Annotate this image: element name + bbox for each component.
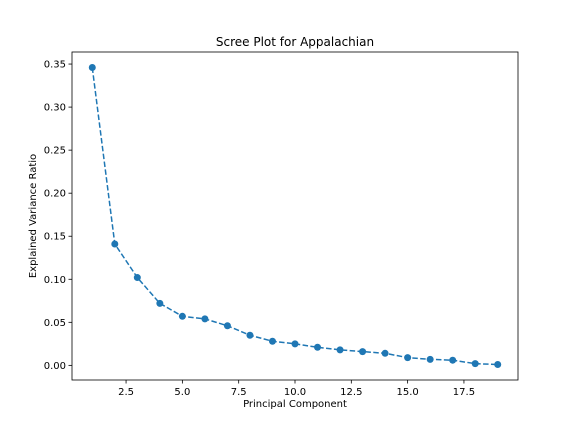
y-tick-label: 0.15 <box>44 232 66 243</box>
x-axis: 2.5 5.0 7.5 10.0 12.5 15.0 17.5 <box>118 380 475 398</box>
x-axis-label: Principal Component <box>243 399 347 410</box>
data-point <box>88 63 96 71</box>
x-tick-label: 15.0 <box>396 387 418 398</box>
data-point <box>201 315 209 323</box>
y-tick-label: 0.00 <box>44 361 66 372</box>
chart-title: Scree Plot for Appalachian <box>216 35 374 49</box>
x-tick-label: 7.5 <box>231 387 247 398</box>
data-point <box>178 312 186 320</box>
y-tick-label: 0.25 <box>44 146 66 157</box>
x-tick-label: 5.0 <box>174 387 190 398</box>
y-axis-label: Explained Variance Ratio <box>28 154 39 278</box>
data-point <box>314 343 322 351</box>
data-point <box>336 346 344 354</box>
x-tick-label: 10.0 <box>284 387 306 398</box>
data-point <box>268 337 276 345</box>
y-tick-label: 0.20 <box>44 189 66 200</box>
x-tick-label: 17.5 <box>453 387 475 398</box>
y-tick-label: 0.10 <box>44 275 66 286</box>
data-point <box>404 354 412 362</box>
data-point <box>494 361 502 369</box>
y-tick-label: 0.30 <box>44 103 66 114</box>
data-point <box>471 360 479 368</box>
data-point <box>156 299 164 307</box>
x-tick-label: 2.5 <box>118 387 134 398</box>
data-point <box>133 274 141 282</box>
x-tick-label: 12.5 <box>340 387 362 398</box>
data-point <box>449 356 457 364</box>
data-point <box>111 240 119 248</box>
data-point <box>426 355 434 363</box>
data-point <box>291 340 299 348</box>
y-axis: 0.00 0.05 0.10 0.15 0.20 0.25 0.30 0.35 <box>44 60 72 372</box>
data-point <box>246 331 254 339</box>
data-point <box>359 348 367 356</box>
data-point <box>381 349 389 357</box>
data-point <box>223 322 231 330</box>
y-tick-label: 0.35 <box>44 60 66 71</box>
y-tick-label: 0.05 <box>44 318 66 329</box>
plot-area <box>88 63 502 369</box>
